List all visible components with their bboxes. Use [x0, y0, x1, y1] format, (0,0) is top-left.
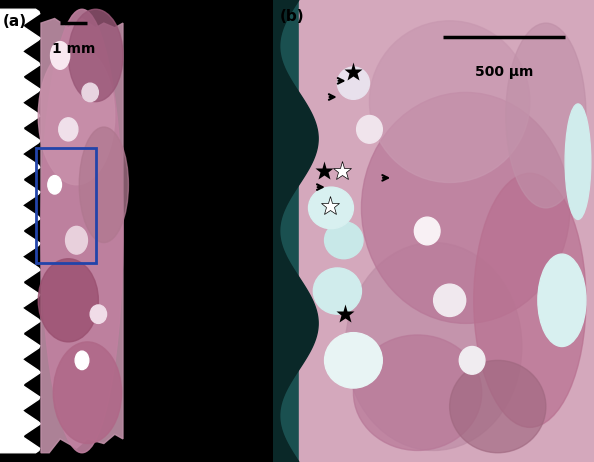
Ellipse shape	[505, 23, 586, 208]
Ellipse shape	[565, 104, 591, 219]
Polygon shape	[273, 0, 318, 462]
Ellipse shape	[369, 21, 530, 182]
Ellipse shape	[538, 254, 586, 346]
Ellipse shape	[324, 333, 383, 388]
Ellipse shape	[38, 259, 99, 342]
Ellipse shape	[82, 83, 99, 102]
Bar	[36, 148, 96, 263]
Ellipse shape	[79, 127, 128, 243]
Ellipse shape	[308, 187, 353, 229]
Polygon shape	[0, 9, 40, 453]
Ellipse shape	[337, 67, 369, 99]
Ellipse shape	[68, 9, 123, 102]
Ellipse shape	[75, 351, 89, 370]
Ellipse shape	[353, 335, 482, 450]
Ellipse shape	[434, 284, 466, 316]
Polygon shape	[41, 18, 123, 453]
Ellipse shape	[38, 46, 115, 185]
Text: 500 μm: 500 μm	[475, 65, 533, 79]
Text: (b): (b)	[280, 9, 304, 24]
Ellipse shape	[314, 268, 361, 314]
Text: 1 mm: 1 mm	[52, 42, 96, 55]
Ellipse shape	[41, 9, 123, 453]
Ellipse shape	[65, 226, 87, 254]
Ellipse shape	[53, 342, 122, 444]
Ellipse shape	[459, 346, 485, 374]
Ellipse shape	[415, 217, 440, 245]
Ellipse shape	[50, 42, 69, 69]
Ellipse shape	[450, 360, 546, 453]
Ellipse shape	[324, 222, 363, 259]
Polygon shape	[299, 0, 594, 462]
Ellipse shape	[48, 176, 62, 194]
Ellipse shape	[361, 92, 570, 323]
Ellipse shape	[90, 305, 106, 323]
Ellipse shape	[346, 243, 522, 450]
Text: (a): (a)	[3, 14, 27, 29]
Ellipse shape	[59, 118, 78, 141]
Ellipse shape	[473, 173, 586, 427]
Ellipse shape	[356, 116, 383, 143]
